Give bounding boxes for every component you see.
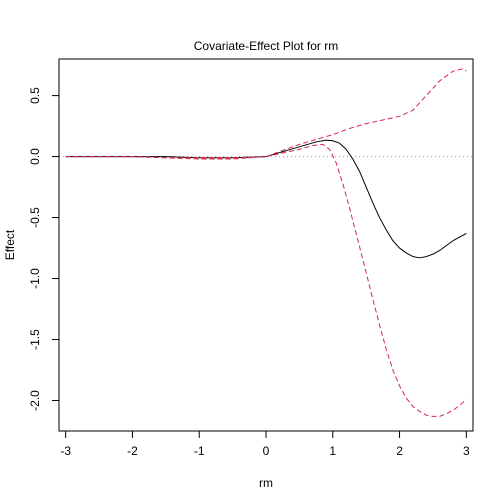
series-layer xyxy=(65,68,467,417)
x-tick-label: -2 xyxy=(127,444,138,458)
series-line-lower-band xyxy=(65,143,467,417)
x-tick-label: -3 xyxy=(60,444,71,458)
y-axis: -2.0 -1.5 -1.0 -0.5 0.0 0.5 xyxy=(28,87,60,411)
y-axis-title: Effect xyxy=(3,229,17,260)
y-tick-label: -1.0 xyxy=(28,268,42,289)
x-tick-label: -1 xyxy=(194,444,205,458)
y-tick-label: -2.0 xyxy=(28,390,42,411)
x-tick-label: 3 xyxy=(463,444,470,458)
x-axis-title: rm xyxy=(259,476,273,490)
y-tick-label: -1.5 xyxy=(28,329,42,350)
chart-title: Covariate-Effect Plot for rm xyxy=(194,39,339,53)
x-tick-label: 0 xyxy=(263,444,270,458)
series-line-upper-band xyxy=(65,68,467,159)
y-tick-label: -0.5 xyxy=(28,207,42,228)
y-tick-label: 0.5 xyxy=(28,87,42,104)
y-tick-label: 0.0 xyxy=(28,148,42,165)
x-tick-label: 1 xyxy=(329,444,336,458)
x-tick-label: 2 xyxy=(396,444,403,458)
x-axis: -3 -2 -1 0 1 2 3 xyxy=(60,430,470,458)
